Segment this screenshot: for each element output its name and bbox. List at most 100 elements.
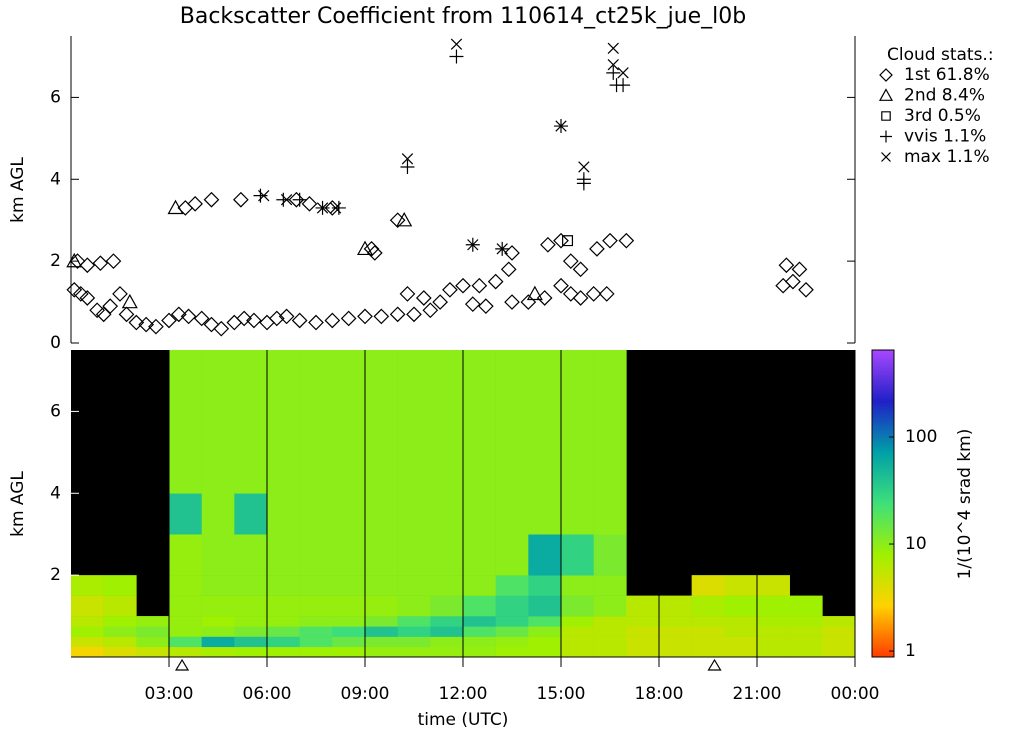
heatmap-cell bbox=[528, 411, 562, 453]
data-point bbox=[226, 314, 243, 331]
heatmap-cell bbox=[430, 626, 464, 637]
data-point bbox=[213, 320, 230, 337]
heatmap-cell bbox=[332, 575, 366, 596]
heatmap-cell bbox=[691, 616, 725, 627]
data-point bbox=[316, 202, 329, 214]
data-point bbox=[778, 257, 795, 274]
heatmap-cell bbox=[724, 626, 758, 637]
heatmap-cell bbox=[495, 350, 529, 412]
heatmap-cell bbox=[201, 575, 235, 596]
heatmap-cell bbox=[103, 636, 137, 648]
event-marker bbox=[175, 658, 190, 671]
heatmap-cell bbox=[201, 411, 235, 453]
heatmap-cell bbox=[267, 636, 300, 648]
heatmap-cell bbox=[299, 575, 333, 596]
heatmap-cell bbox=[365, 452, 398, 494]
heatmap-cell bbox=[495, 575, 529, 596]
x-tick-label: 06:00 bbox=[243, 684, 292, 704]
heatmap-cell bbox=[332, 636, 366, 648]
y-tick-label: 4 bbox=[50, 169, 61, 189]
event-marker bbox=[707, 658, 722, 671]
heatmap-cell bbox=[626, 595, 660, 617]
heatmap-cell bbox=[397, 646, 431, 658]
heatmap-cell bbox=[724, 646, 758, 658]
heatmap-cell bbox=[365, 575, 398, 596]
data-point bbox=[268, 310, 285, 327]
y-tick-label: 2 bbox=[50, 251, 61, 271]
heatmap-cell bbox=[593, 636, 627, 648]
heatmap-cell bbox=[103, 626, 137, 637]
heatmap-cell bbox=[626, 646, 660, 658]
data-point bbox=[422, 302, 439, 319]
heatmap-cell bbox=[659, 646, 692, 658]
heatmap-cell bbox=[234, 575, 268, 596]
heatmap-cell bbox=[463, 493, 496, 535]
heatmap-cell bbox=[430, 452, 464, 494]
heatmap-cell bbox=[201, 493, 235, 535]
data-point bbox=[487, 273, 504, 290]
heatmap-cell bbox=[136, 626, 170, 637]
heatmap-cell bbox=[234, 646, 268, 658]
heatmap-cell bbox=[267, 452, 300, 494]
heatmap-cell bbox=[234, 534, 268, 576]
data-point bbox=[617, 67, 629, 79]
heatmap-cell bbox=[822, 626, 856, 637]
data-point bbox=[258, 189, 270, 202]
data-point bbox=[449, 49, 464, 64]
legend-label: vvis 1.1% bbox=[904, 127, 986, 147]
data-point bbox=[177, 200, 194, 216]
heatmap-cell bbox=[71, 575, 104, 596]
heatmap-cell bbox=[593, 575, 627, 596]
data-point bbox=[578, 161, 590, 173]
y-axis-label: km AGL bbox=[8, 157, 28, 223]
heatmap-cell bbox=[332, 534, 366, 576]
data-point bbox=[278, 308, 295, 325]
data-point bbox=[373, 308, 390, 325]
heatmap-cell bbox=[103, 616, 137, 627]
data-point bbox=[92, 255, 109, 272]
data-point bbox=[555, 120, 567, 132]
data-point bbox=[288, 191, 305, 208]
data-point bbox=[589, 241, 605, 257]
heatmap-cell bbox=[299, 626, 333, 637]
heatmap-cell bbox=[822, 616, 856, 627]
heatmap-cell bbox=[528, 646, 562, 658]
heatmap-cell bbox=[234, 411, 268, 453]
heatmap-cell bbox=[822, 636, 856, 648]
heatmap-cell bbox=[397, 626, 431, 637]
heatmap-cell bbox=[561, 452, 594, 494]
data-point bbox=[389, 212, 406, 229]
heatmap-cell bbox=[495, 626, 529, 637]
data-point bbox=[329, 202, 342, 214]
data-point bbox=[259, 314, 275, 331]
heatmap-cell bbox=[593, 452, 627, 494]
data-point bbox=[791, 261, 808, 278]
heatmap-cell bbox=[430, 350, 464, 412]
data-point bbox=[471, 277, 488, 294]
heatmap-cell bbox=[463, 575, 496, 596]
heatmap-cell bbox=[234, 636, 268, 648]
heatmap-cell bbox=[561, 616, 594, 627]
heatmap-cell bbox=[169, 595, 202, 617]
heatmap-cell bbox=[267, 595, 300, 617]
heatmap-cell bbox=[332, 493, 366, 535]
heatmap-cell bbox=[365, 636, 398, 648]
heatmap-cell bbox=[528, 350, 562, 412]
data-point bbox=[450, 38, 463, 50]
data-point bbox=[118, 306, 135, 323]
data-point bbox=[356, 240, 374, 256]
data-point bbox=[324, 312, 341, 329]
data-point bbox=[562, 235, 574, 247]
heatmap-cell bbox=[659, 636, 692, 648]
heatmap-cell bbox=[397, 411, 431, 453]
heatmap-cell bbox=[397, 350, 431, 412]
data-point bbox=[496, 243, 508, 255]
heatmap-cell bbox=[169, 452, 202, 494]
heatmap-cell bbox=[528, 616, 562, 627]
colorbar-tick-label: 10 bbox=[905, 534, 927, 554]
heatmap-cell bbox=[691, 575, 725, 596]
heatmap-cell bbox=[201, 646, 235, 658]
data-point bbox=[112, 286, 128, 302]
data-point bbox=[308, 314, 324, 331]
heatmap-cell bbox=[234, 493, 268, 535]
